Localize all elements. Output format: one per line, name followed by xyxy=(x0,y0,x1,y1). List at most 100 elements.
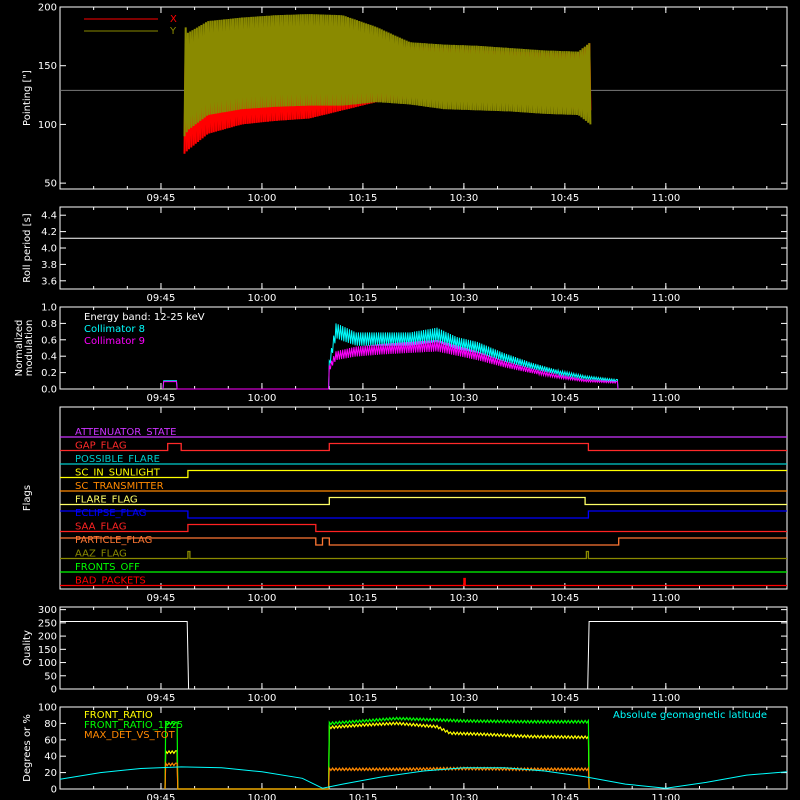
y-axis-label-line: Normalized xyxy=(14,320,25,377)
flag-label-fronts_off: FRONTS_OFF xyxy=(75,562,140,573)
y-tick-label: 250 xyxy=(38,618,57,629)
flag-label-gap_flag: GAP_FLAG xyxy=(75,441,127,452)
flag-label-attenuator_state: ATTENUATOR_STATE xyxy=(75,427,176,438)
flag-label-aaz_flag: AAZ_FLAG xyxy=(75,549,127,560)
y-tick-label: 200 xyxy=(38,632,57,643)
panel-modulation: 09:45 10:00 10:15 10:30 10:45 11:00 0.0 0.2 0.4 0… xyxy=(14,303,788,404)
flag-line-aaz_flag xyxy=(60,550,787,560)
x-tick-label: 10:30 xyxy=(449,693,478,704)
y-axis-label: Roll period [s] xyxy=(22,213,33,282)
flag-line-bad_packets xyxy=(60,577,787,587)
y-tick-label: 50 xyxy=(44,179,57,190)
y-tick-label: 3.6 xyxy=(41,276,57,287)
x-tick-label: 11:00 xyxy=(651,793,680,800)
x-tick-label: 10:30 xyxy=(449,193,478,204)
legend-label-y: Y xyxy=(169,26,177,37)
y-tick-label: 4.2 xyxy=(41,227,57,238)
panel-pointing: 09:45 10:00 10:15 10:30 10:45 11:00 50 100 150 20… xyxy=(22,3,788,204)
x-tick-label: 10:15 xyxy=(349,793,378,800)
series-y-band xyxy=(183,14,592,137)
y-tick-label: 150 xyxy=(38,61,57,72)
x-tick-label: 10:15 xyxy=(349,393,378,404)
y-axis-label: Pointing ["] xyxy=(22,70,33,126)
x-tick-label: 11:00 xyxy=(651,293,680,304)
y-tick-label: 0.0 xyxy=(41,385,57,396)
panel-geo: 09:45 10:00 10:15 10:30 10:45 11:00 0 20 40 60 80 1… xyxy=(22,703,788,800)
x-tick-label: 11:00 xyxy=(651,393,680,404)
y-tick-label: 50 xyxy=(44,671,57,682)
y-tick-label: 200 xyxy=(38,3,57,14)
y-axis-label: Quality xyxy=(22,630,33,666)
x-tick-label: 10:15 xyxy=(349,293,378,304)
y-tick-label: 4.0 xyxy=(41,244,57,255)
x-tick-label: 11:00 xyxy=(651,693,680,704)
flag-line-flare_flag xyxy=(60,496,787,506)
x-tick-label: 10:30 xyxy=(449,393,478,404)
x-tick-label: 10:30 xyxy=(449,793,478,800)
legend-label-max_det_vs_tot: MAX_DET_VS_TOT xyxy=(84,730,176,741)
x-tick-label: 10:00 xyxy=(248,793,277,800)
x-tick-label: 10:30 xyxy=(449,293,478,304)
panel-flags: 09:45 10:00 10:15 10:30 10:45 11:00 Flags ATTEN… xyxy=(22,406,788,604)
y-tick-label: 60 xyxy=(44,735,57,746)
flag-label-possible_flare: POSSIBLE_FLARE xyxy=(75,454,160,465)
y-tick-label: 100 xyxy=(38,120,57,131)
y-tick-label: 0.2 xyxy=(41,368,57,379)
x-tick-label: 10:45 xyxy=(550,693,579,704)
y-tick-label: 150 xyxy=(38,645,57,656)
x-tick-label: 10:15 xyxy=(349,193,378,204)
y-axis-label: Normalizedmodulation xyxy=(14,320,35,377)
panel-frame xyxy=(59,6,788,190)
x-tick-label: 10:15 xyxy=(349,693,378,704)
x-tick-label: 09:45 xyxy=(147,793,176,800)
x-tick-label: 10:45 xyxy=(550,193,579,204)
x-tick-label: 10:00 xyxy=(248,293,277,304)
y-tick-label: 0.6 xyxy=(41,335,57,346)
x-tick-label: 09:45 xyxy=(147,293,176,304)
y-tick-label: 0.4 xyxy=(41,352,57,363)
x-tick-label: 10:00 xyxy=(248,693,277,704)
y-tick-label: 100 xyxy=(38,703,57,714)
y-tick-label: 100 xyxy=(38,658,57,669)
y-tick-label: 4.4 xyxy=(41,211,57,222)
flag-line-gap_flag xyxy=(60,442,787,452)
flag-line-particle_flag xyxy=(60,537,787,546)
x-tick-label: 09:45 xyxy=(147,393,176,404)
x-tick-label: 09:45 xyxy=(147,193,176,204)
panel-roll: 09:45 10:00 10:15 10:30 10:45 11:00 3.6 3.8 4.0 4… xyxy=(22,206,788,304)
flag-label-saa_flag: SAA_FLAG xyxy=(75,522,126,533)
x-tick-label: 10:00 xyxy=(248,393,277,404)
x-tick-label: 09:45 xyxy=(147,693,176,704)
x-tick-label: 10:45 xyxy=(550,393,579,404)
flag-label-bad_packets: BAD_PACKETS xyxy=(75,576,146,587)
y-tick-label: 80 xyxy=(44,719,57,730)
y-axis-label: Flags xyxy=(22,485,33,511)
x-tick-label: 10:45 xyxy=(550,593,579,604)
flag-line-saa_flag xyxy=(60,523,787,533)
legend-label-front_ratio: FRONT_RATIO xyxy=(84,710,153,721)
y-axis-label-line: modulation xyxy=(24,320,35,377)
x-tick-label: 11:00 xyxy=(651,593,680,604)
x-tick-label: 10:45 xyxy=(550,293,579,304)
panel-frame xyxy=(59,706,788,790)
legend-label-collimator-9: Collimator 9 xyxy=(84,336,145,347)
flag-label-flare_flag: FLARE_FLAG xyxy=(75,495,138,506)
legend-label-geomagnetic-latitude: Absolute geomagnetic latitude xyxy=(613,710,767,721)
y-tick-label: 3.8 xyxy=(41,260,57,271)
flag-line-eclipse_flag xyxy=(60,510,787,519)
quality-line xyxy=(60,621,787,690)
x-tick-label: 10:30 xyxy=(449,593,478,604)
y-tick-label: 0.8 xyxy=(41,319,57,330)
x-tick-label: 10:15 xyxy=(349,593,378,604)
modulation-collimator-9 xyxy=(162,339,619,390)
legend-label-x: X xyxy=(170,14,177,25)
x-tick-label: 10:00 xyxy=(248,593,277,604)
x-tick-label: 10:00 xyxy=(248,193,277,204)
y-tick-label: 0 xyxy=(51,785,57,796)
panel-frame xyxy=(59,406,788,590)
y-tick-label: 300 xyxy=(38,605,57,616)
flag-label-eclipse_flag: ECLIPSE_FLAG xyxy=(75,508,146,519)
flag-line-sc_in_sunlight xyxy=(60,469,787,479)
flag-label-sc_transmitter: SC_TRANSMITTER xyxy=(75,481,164,492)
